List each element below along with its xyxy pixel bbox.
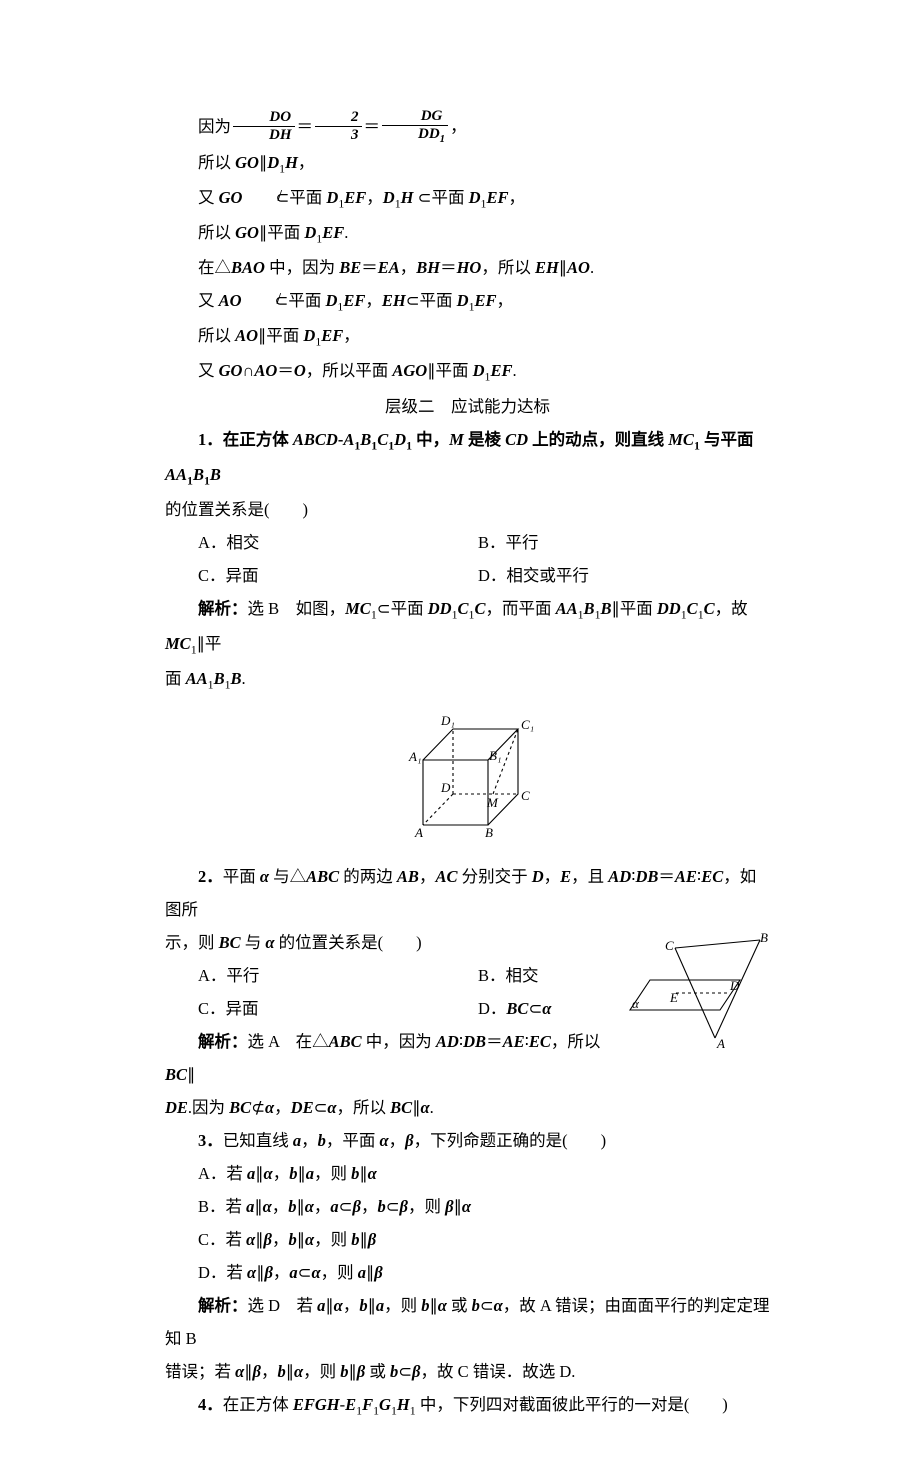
q2-block: 2．平面 α 与△ABC 的两边 AB，AC 分别交于 D，E，且 AD∶DB＝…	[165, 860, 770, 1091]
den: DD1	[418, 126, 445, 142]
lbl-B: B	[485, 825, 493, 840]
lbl-B2: B	[760, 930, 768, 945]
q1-optB: B．平行	[445, 526, 770, 559]
q1-opts-row2: C．异面 D．相交或平行	[165, 559, 770, 592]
den: 3	[351, 127, 359, 143]
q2-stem1: 2．平面 α 与△ABC 的两边 AB，AC 分别交于 D，E，且 AD∶DB＝…	[165, 860, 770, 926]
q3-ans1: 解析：选 D 若 a∥α，b∥a，则 b∥α 或 b⊂α，故 A 错误；由面面平…	[165, 1289, 770, 1355]
q3-ans2: 错误；若 α∥β，b∥α，则 b∥β 或 b⊂β，故 C 错误．故选 D.	[165, 1355, 770, 1388]
lead-l2: 所以 GO∥D1H，	[165, 146, 770, 181]
lead-l7: 所以 AO∥平面 D1EF，	[165, 319, 770, 354]
lbl-D2: D	[729, 978, 740, 993]
q4-stem: 4．在正方体 EFGH-E1F1G1H1 中，下列四对截面彼此平行的一对是( )	[165, 1388, 770, 1423]
section-title: 层级二 应试能力达标	[165, 390, 770, 423]
q1-ans1: 解析：选 B 如图，MC1⊂平面 DD1C1C，而平面 AA1B1B∥平面 DD…	[165, 592, 770, 662]
lead-l4: 所以 GO∥平面 D1EF.	[165, 216, 770, 251]
lead-l6: 又 AO⊂平面 D1EF，EH⊂平面 D1EF，	[165, 284, 770, 319]
cube-front	[423, 760, 488, 825]
lbl-alpha: α	[632, 996, 640, 1011]
cube-svg: A B C D A₁ B₁ C₁ D₁ M	[383, 705, 553, 845]
lbl-C2: C	[665, 938, 674, 953]
q3-stem: 3．已知直线 a，b，平面 α，β，下列命题正确的是( )	[165, 1124, 770, 1157]
eq: ＝	[297, 117, 314, 136]
q2-optA: A．平行	[165, 959, 445, 992]
lbl-A2: A	[716, 1036, 725, 1050]
cube-edge-DA	[423, 794, 453, 825]
q1-optC: C．异面	[165, 559, 445, 592]
lead-l3: 又 GO⊂平面 D1EF，D1H ⊂平面 D1EF，	[165, 181, 770, 216]
plane-alpha	[630, 980, 740, 1010]
lbl-D1: D₁	[440, 713, 455, 728]
den: DH	[269, 127, 292, 143]
text: 因为	[198, 117, 231, 136]
q2-ans2: DE.因为 BC⊄α，DE⊂α，所以 BC∥α.	[165, 1091, 770, 1124]
q1-stem1: 1．在正方体 ABCD-A1B1C1D1 中，M 是棱 CD 上的动点，则直线 …	[165, 423, 770, 493]
q1-stem2: 的位置关系是( )	[165, 493, 770, 526]
lbl-B1: B₁	[489, 748, 501, 763]
fraction: DG DD1	[382, 109, 448, 145]
lbl-C: C	[521, 788, 530, 803]
q1-opts-row1: A．相交 B．平行	[165, 526, 770, 559]
edge-BC	[675, 940, 760, 948]
num: DO	[269, 109, 291, 125]
eq: ＝	[364, 117, 381, 136]
q3-optC: C．若 α∥β，b∥α，则 b∥β	[165, 1223, 770, 1256]
lbl-E2: E	[669, 990, 678, 1005]
text: ，	[450, 117, 467, 136]
q2-figure: α A B C D E	[620, 930, 770, 1061]
q2-optD: D．BC⊂α	[445, 992, 612, 1025]
num: DG	[421, 108, 443, 124]
q3-optB: B．若 a∥α，b∥α，a⊂β，b⊂β，则 β∥α	[165, 1190, 770, 1223]
page: 因为DODH＝23＝DGDD1， 所以 GO∥D1H， 又 GO⊂平面 D1EF…	[0, 0, 920, 1483]
lead-l8: 又 GO∩AO＝O，所以平面 AGO∥平面 D1EF.	[165, 354, 770, 389]
lead-l1: 因为DODH＝23＝DGDD1，	[165, 110, 770, 146]
lbl-C1: C₁	[521, 717, 534, 732]
q2-opts-row2: C．异面 D．BC⊂α	[165, 992, 612, 1025]
num: 2	[351, 109, 359, 125]
lbl-A: A	[414, 825, 423, 840]
lbl-A1: A₁	[408, 749, 421, 764]
cube-top	[423, 729, 518, 760]
q2-svg: α A B C D E	[620, 930, 770, 1050]
q1-optD: D．相交或平行	[445, 559, 770, 592]
q3-optD: D．若 α∥β，a⊂α，则 a∥β	[165, 1256, 770, 1289]
q2-optC: C．异面	[165, 992, 445, 1025]
fraction: 23	[315, 110, 362, 144]
cube-right	[488, 729, 518, 825]
q1-ans2: 面 AA1B1B.	[165, 662, 770, 697]
lead-l5: 在△BAO 中，因为 BE＝EA，BH＝HO，所以 EH∥AO.	[165, 251, 770, 284]
q3-optA: A．若 a∥α，b∥a，则 b∥α	[165, 1157, 770, 1190]
lbl-D: D	[440, 780, 451, 795]
q2-optB: B．相交	[445, 959, 612, 992]
fraction: DO DH	[233, 110, 295, 144]
cube-figure: A B C D A₁ B₁ C₁ D₁ M	[165, 705, 770, 856]
q2-opts-row1: A．平行 B．相交	[165, 959, 612, 992]
lbl-M: M	[486, 795, 499, 810]
q1-optA: A．相交	[165, 526, 445, 559]
